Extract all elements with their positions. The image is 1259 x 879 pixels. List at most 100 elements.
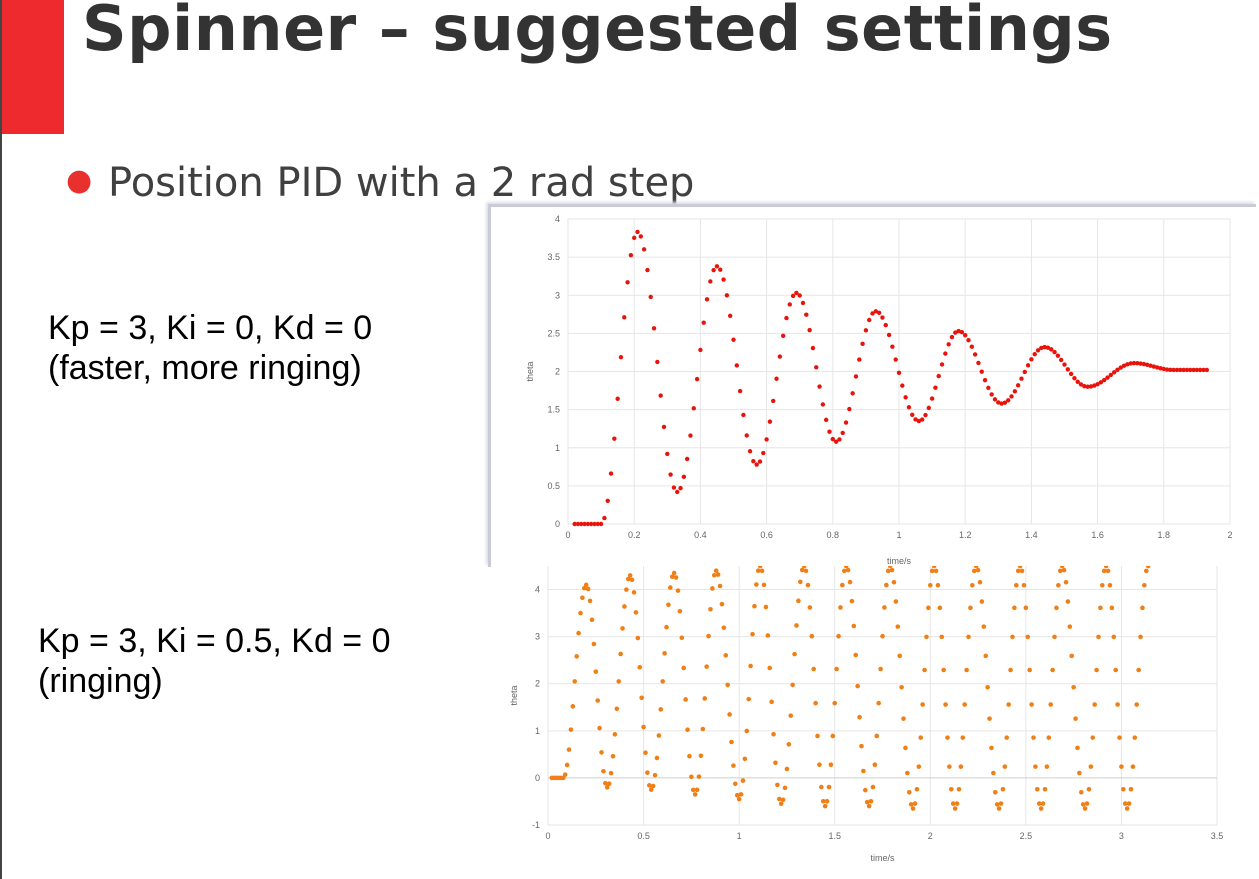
data-point [641,247,647,252]
data-point [645,770,650,775]
data-point [794,623,799,628]
data-point [1122,801,1128,806]
data-point [939,634,945,640]
y-axis-label: theta [525,361,535,381]
data-point [966,337,971,343]
data-point [757,566,763,569]
data-point [603,780,608,786]
y-axis-label: theta [509,685,519,705]
data-point [744,433,749,438]
data-point [849,598,855,604]
data-point [1108,372,1114,378]
data-point [752,603,757,609]
data-point [1045,345,1051,350]
data-point [947,764,952,769]
data-point [1078,789,1084,795]
data-point [985,684,990,690]
x-tick-label: 1.6 [1091,530,1104,540]
data-point [683,697,688,702]
data-point [763,604,769,610]
data-point [1115,702,1120,707]
data-point [675,588,681,593]
data-point [717,583,723,589]
data-point [977,579,983,585]
data-point [1090,735,1096,740]
data-point [747,449,753,454]
data-point [893,599,899,604]
y-tick-label: 4 [535,585,540,595]
chart-2-pid-response: 0 0.5 1 1.5 2 2.5 3 3.5 -1 0 1 2 3 4 time/s theta [509,566,1223,863]
data-point [564,762,570,768]
data-point [949,786,954,792]
data-point [1134,702,1140,707]
data-point [883,322,888,328]
data-point [891,579,897,585]
data-point [887,566,893,569]
data-point [1027,667,1032,673]
data-point [1033,764,1038,769]
data-point [1080,802,1086,807]
data-point [612,732,618,737]
caption-chart-2: Kp = 3, Ki = 0.5, Kd = 0 (ringing) [38,621,391,701]
data-point [815,733,820,739]
data-point [873,309,879,314]
data-point [622,604,627,609]
data-point [899,684,904,690]
data-point [919,417,925,422]
data-point [668,585,673,590]
data-point [1069,653,1075,659]
data-point [862,787,868,793]
data-point [629,577,635,583]
data-point [896,370,902,375]
data-point [1098,380,1104,385]
data-point [992,789,998,795]
data-point [1082,806,1088,811]
data-point [1171,367,1176,373]
data-point [1088,764,1094,769]
data-point [633,610,639,615]
data-point [916,764,922,769]
data-point [631,590,637,595]
data-point [1194,367,1200,373]
data-point [1052,349,1057,355]
data-point [591,641,597,647]
x-tick-label: 1.4 [1025,530,1038,540]
data-point [1031,735,1036,740]
data-point [704,664,709,669]
data-point [622,315,627,320]
data-point [774,376,779,381]
data-point [671,485,677,490]
y-tick-label: 0 [535,773,540,783]
data-point [665,451,670,457]
data-point [1174,367,1180,373]
data-point [1065,599,1071,604]
data-point [953,330,958,335]
data-point [643,750,648,756]
data-point [905,770,910,776]
data-point [724,293,730,298]
left-edge-rule [0,0,2,879]
data-point [813,700,818,706]
data-point [946,342,951,347]
data-point [968,605,973,611]
data-point [1118,365,1123,370]
data-point [608,770,614,776]
data-point [1050,667,1055,673]
data-point [731,763,736,768]
caption-line-1: Kp = 3, Ki = 0, Kd = 0 [48,309,373,347]
chart-1-frame [491,207,1259,570]
data-point [718,267,723,272]
data-point [1126,801,1132,806]
data-point [1032,351,1037,357]
data-point [662,651,667,656]
data-point [715,572,721,577]
chart-1-pid-response: 0 0.2 0.4 0.6 0.8 1 1.2 1.4 1.6 1.8 2 0 0.5 1 1.5 2 2.5 3… [525,214,1233,566]
data-point [625,576,631,582]
data-point [976,360,981,366]
data-point [635,229,640,235]
data-point [805,582,811,588]
data-point [830,436,835,442]
data-point [870,311,875,316]
data-point [572,521,577,527]
data-point [764,437,769,442]
